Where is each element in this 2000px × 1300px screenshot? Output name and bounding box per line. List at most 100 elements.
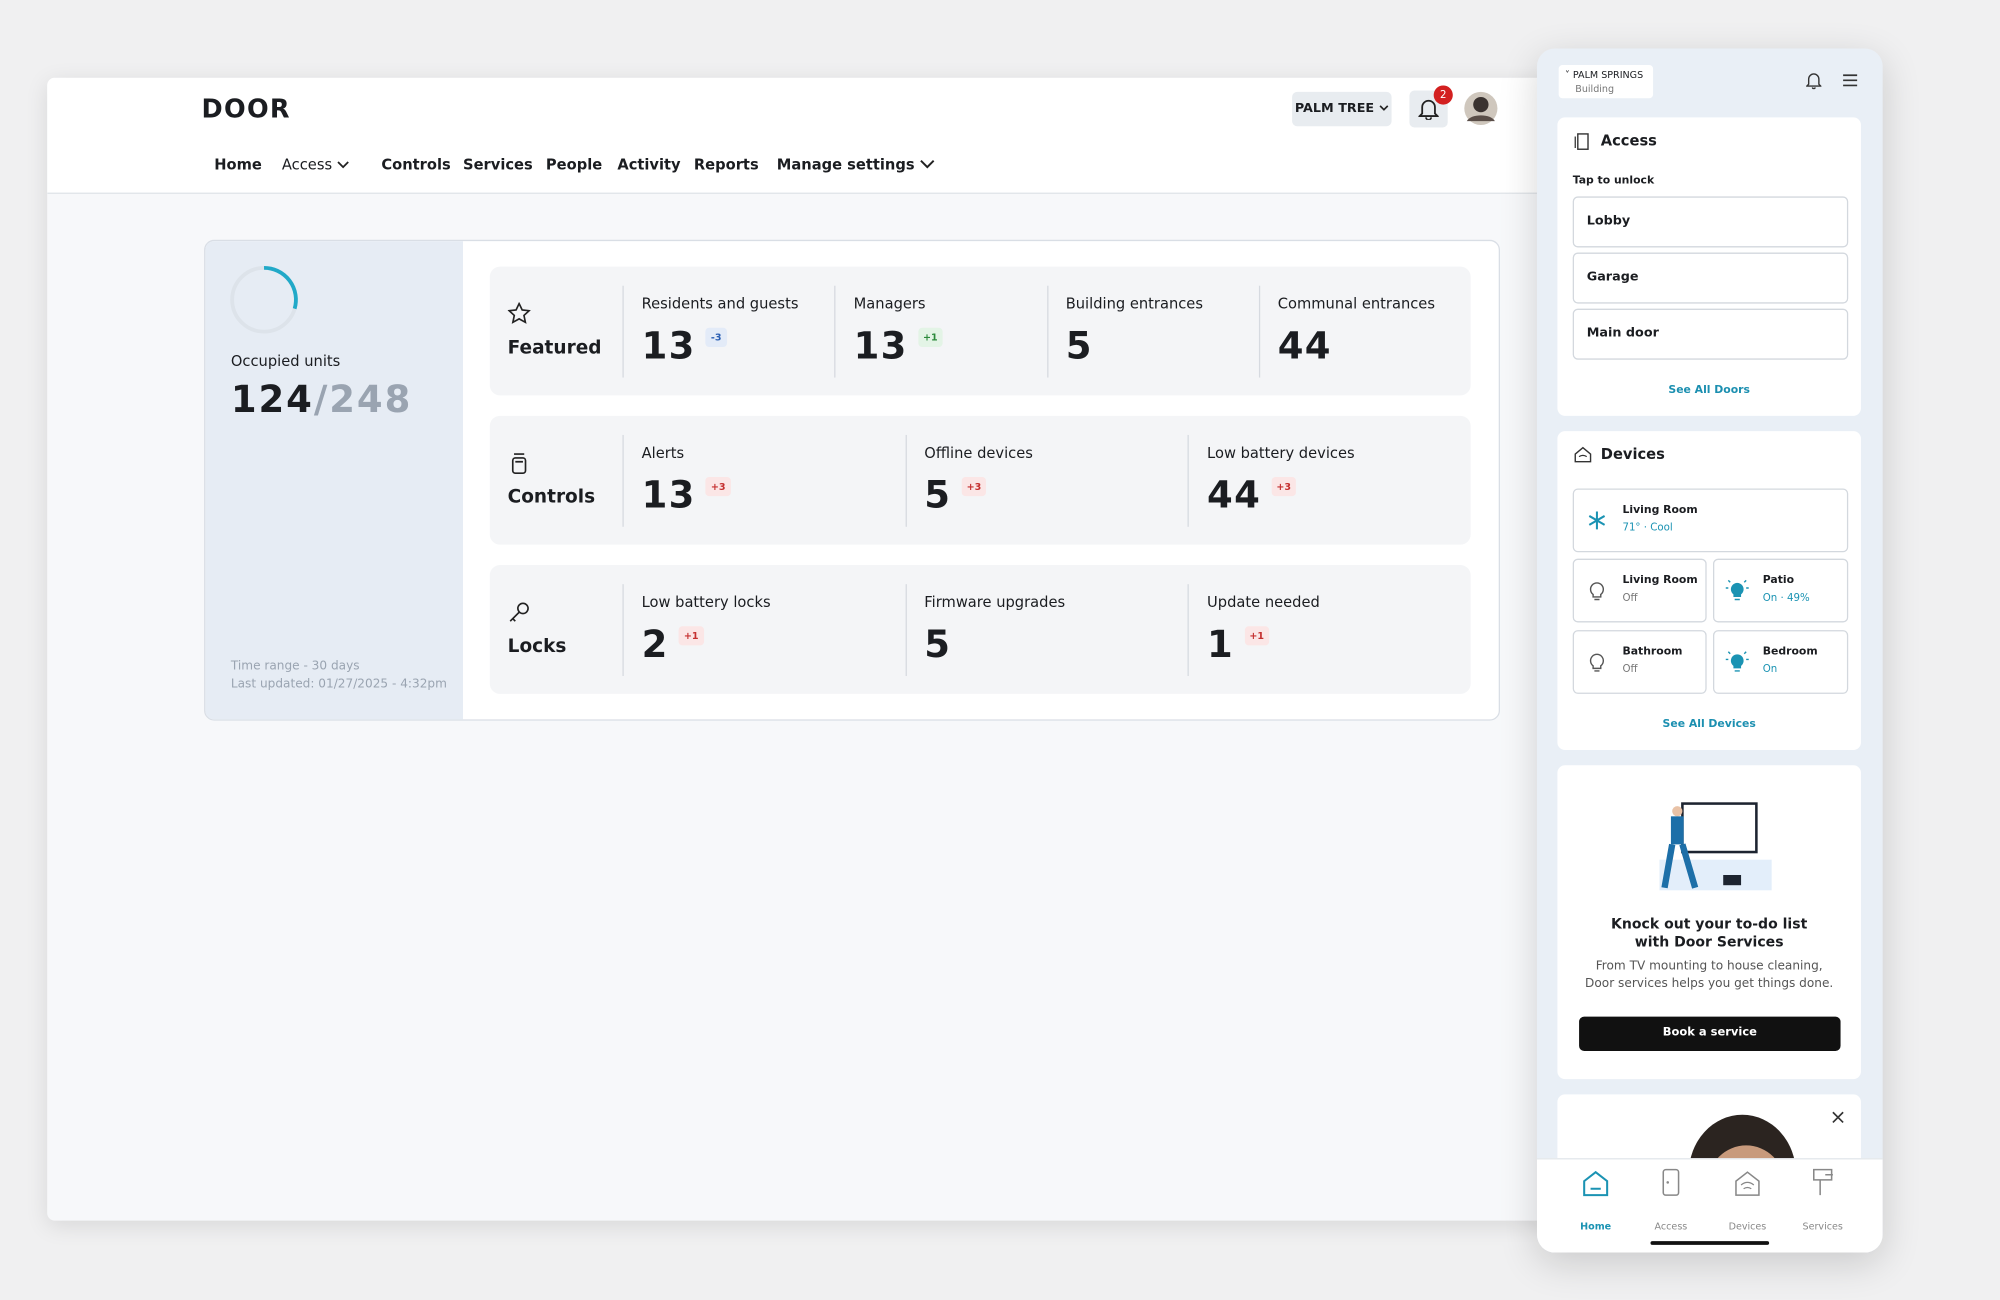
see-all-doors[interactable]: See All Doors [1668,383,1750,397]
value: 44 [1207,473,1262,517]
delta-badge: +3 [961,477,987,497]
metric: Building entrances 5 [1046,285,1260,378]
value: 13 [641,473,696,517]
group-title: Featured [507,338,602,359]
separator: / [313,377,330,421]
tab[interactable]: Devices [1709,1171,1786,1232]
time-range: Time range - 30 days [230,659,360,674]
logo[interactable]: DOOR [201,93,291,124]
tab-label: Services [1802,1220,1843,1233]
device-status: 71° · Cool [1622,521,1673,534]
group-icon [507,301,531,330]
location-name: ˅ PALM SPRINGS [1565,68,1644,81]
value: 44 [1277,323,1332,368]
group-icon [508,601,531,629]
metric: Residents and guests 13 -3 [622,285,835,378]
book-service-button[interactable]: Book a service [1579,1016,1841,1052]
value: 5 [924,473,952,517]
nav-item[interactable]: Access [282,156,350,173]
metric-label: Update needed [1207,593,1320,611]
device-tile[interactable]: Bedroom On [1713,630,1849,694]
delta-badge: +1 [678,626,704,646]
device-status: On · 49% [1762,591,1810,604]
value: 5 [924,622,952,666]
metric-label: Low battery devices [1207,443,1355,462]
metric-value: 44 +3 [1207,473,1297,517]
card-title: Devices [1600,445,1665,464]
access-tab-icon [1662,1168,1680,1196]
nav-label: Manage settings [776,155,915,174]
device-status: Off [1622,591,1638,604]
device-name: Bathroom [1622,645,1683,659]
metric: Firmware upgrades 5 [905,584,1189,677]
metric: Low battery locks 2 +1 [622,584,906,677]
bell-icon[interactable] [1806,73,1822,90]
metric-label: Low battery locks [641,593,771,611]
tab[interactable]: Services [1784,1168,1861,1233]
door-button[interactable]: Garage [1572,252,1849,304]
metric-label: Communal entrances [1277,294,1435,313]
delta-badge: +3 [705,477,731,497]
icon [507,301,531,324]
metric-value: 13 -3 [642,324,727,367]
bulb-on-icon [1725,579,1749,601]
device-name: Living Room [1622,573,1698,587]
location-type: Building [1575,82,1615,95]
device-tile[interactable]: Patio On · 49% [1713,558,1849,623]
tab[interactable]: Home [1557,1170,1634,1233]
metric-label: Firmware upgrades [924,593,1066,611]
nav-item[interactable]: Services [463,155,533,174]
tab-bar: Home Access Devices Services [1536,1158,1883,1253]
summary-label: Occupied units [230,352,341,370]
bulb-icon [1589,653,1605,672]
metric-value: 5 [924,622,951,665]
promo-title: Knock out your to-do list with Door Serv… [1611,915,1808,951]
subtitle: Tap to unlock [1572,174,1655,188]
value: 5 [1065,323,1093,368]
nav-item[interactable]: Manage settings [776,155,935,174]
close-icon[interactable] [1832,1111,1845,1124]
total: 248 [329,377,413,421]
devices-tab-icon [1735,1171,1760,1196]
chevron-icon [1379,105,1389,111]
notification-badge: 2 [1433,85,1453,105]
nav-item[interactable]: Home [214,155,262,174]
nav-item[interactable]: Reports [693,155,759,174]
bell-icon [1418,99,1439,120]
metric-label: Residents and guests [641,294,799,313]
menu-icon[interactable] [1842,74,1859,87]
delta-badge: +1 [917,327,943,347]
metric: Communal entrances 44 [1258,285,1472,378]
property-name: PALM TREE [1294,102,1375,117]
device-tile[interactable]: Bathroom Off [1572,630,1707,694]
device-tile[interactable]: Living Room 71° · Cool [1572,488,1849,553]
door-button[interactable]: Main door [1572,308,1849,360]
property-selector[interactable]: PALM TREE [1292,91,1392,127]
avatar[interactable] [1463,91,1499,127]
nav-item[interactable]: Controls [381,155,451,174]
nav-item[interactable]: People [545,155,603,174]
door-button[interactable]: Lobby [1572,196,1849,248]
tab-label: Home [1580,1220,1612,1233]
group-icon [508,452,531,480]
group-title: Controls [507,487,596,508]
chevron-icon [337,161,349,169]
progress-ring [230,265,298,334]
metric-label: Offline devices [924,443,1033,462]
metric: Low battery devices 44 +3 [1187,434,1472,527]
home-tab-icon [1583,1170,1609,1197]
metric: Alerts 13 +3 [622,434,906,527]
location-selector[interactable]: ˅ PALM SPRINGS Building [1558,65,1654,99]
device-name: Bedroom [1762,645,1818,659]
device-tile[interactable]: Living Room Off [1572,558,1707,623]
delta-badge: +1 [1244,626,1270,646]
see-all-devices[interactable]: See All Devices [1662,718,1756,731]
stats-card: Occupied units 124/248 Time range - 30 d… [204,239,1500,721]
nav-item[interactable]: Activity [617,155,681,174]
metric: Managers 13 +1 [834,285,1048,378]
metric: Update needed 1 +1 [1187,584,1472,677]
bulb-on-icon [1725,651,1749,672]
summary-panel: Occupied units 124/248 Time range - 30 d… [205,241,464,720]
tab[interactable]: Access [1633,1168,1710,1232]
